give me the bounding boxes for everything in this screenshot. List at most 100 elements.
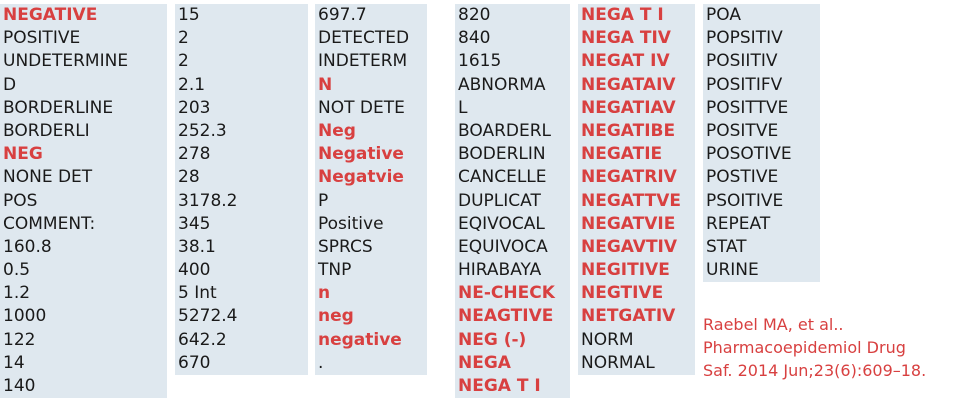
list-item: TNP xyxy=(318,260,352,281)
column-6: POA POPSITIV POSIITIV POSITIFV POSITTVE POSIT… xyxy=(703,4,820,283)
list-item: 28 xyxy=(178,167,200,188)
list-item: . xyxy=(318,352,324,373)
list-item: NEGA T I xyxy=(581,5,664,25)
list-item: DETECTED xyxy=(318,28,410,49)
list-item: 122 xyxy=(3,329,36,350)
list-item: NEGATAIV xyxy=(581,74,676,95)
list-item: neg xyxy=(318,306,354,327)
list-item: 670 xyxy=(178,352,211,373)
list-item: Positive xyxy=(318,213,384,234)
list-item: POSIITIV xyxy=(706,51,778,72)
list-item: POS xyxy=(3,190,38,211)
list-item: 400 xyxy=(178,260,211,281)
list-item: NEGA TIV xyxy=(581,28,671,49)
list-item: NEGATTVE xyxy=(581,190,681,211)
list-item: POPSITIV xyxy=(706,28,783,49)
list-item: n xyxy=(318,283,331,304)
list-item: 5 Int xyxy=(178,283,217,304)
list-item: NEGATIBE xyxy=(581,120,676,141)
list-item: Negatvie xyxy=(318,167,404,188)
list-item: NORM xyxy=(581,329,634,350)
list-item: HIRABAYA xyxy=(458,260,542,281)
list-item: EQUIVOCA xyxy=(458,236,548,257)
list-item: 820 xyxy=(458,5,491,25)
list-item: POSOTIVE xyxy=(706,144,792,165)
list-item: ABNORMA xyxy=(458,74,546,95)
list-item: POSITVE xyxy=(706,120,779,141)
list-item: POA xyxy=(706,5,741,25)
list-item: NEGATRIV xyxy=(581,167,677,188)
list-item: BODERLIN xyxy=(458,144,546,165)
list-item: 697.7 xyxy=(318,5,367,25)
list-item: POSITTVE xyxy=(706,97,789,118)
list-item: P xyxy=(318,190,329,211)
list-item: NEGA xyxy=(458,352,511,373)
list-item: POSITIFV xyxy=(706,74,783,95)
column-4: 820 840 1615 ABNORMA L BOARDERL BODERLIN CANCEL… xyxy=(455,4,570,399)
citation-line-3: Saf. 2014 Jun;23(6):609–18. xyxy=(703,361,927,380)
list-item: NOT DETE xyxy=(318,97,405,118)
list-item: BOARDERL xyxy=(458,120,552,141)
list-item: 3178.2 xyxy=(178,190,238,211)
list-item: D xyxy=(3,74,17,95)
column-5: NEGA T I NEGA TIV NEGAT IV NEGATAIV NEGATIAV… xyxy=(578,4,695,375)
list-item: CANCELLE xyxy=(458,167,547,188)
list-item: 840 xyxy=(458,28,491,49)
list-item: NEAGTIVE xyxy=(458,306,554,327)
list-item: 278 xyxy=(178,144,211,165)
list-item: NEGATIVE xyxy=(3,5,98,25)
list-item: 14 xyxy=(3,352,25,373)
list-item: BORDERLI xyxy=(3,120,90,141)
column-1: NEGATIVE POSITIVE UNDETERMINE D BORDERLINE BO… xyxy=(0,4,167,399)
list-item: NEGA T I xyxy=(458,376,541,396)
list-item: NEGAT IV xyxy=(581,51,670,72)
list-item: REPEAT xyxy=(706,213,771,234)
column-2: 15 2 2 2.1 203 252.3 278 28 3178.2 345 38.1 400 5 In… xyxy=(175,4,308,375)
list-item: 5272.4 xyxy=(178,306,238,327)
list-item: NEGITIVE xyxy=(581,260,670,281)
list-item: POSITIVE xyxy=(3,28,81,49)
list-item: 1.2 xyxy=(3,283,31,304)
list-item: 1615 xyxy=(458,51,502,72)
list-item: DUPLICAT xyxy=(458,190,541,211)
list-item: PSOITIVE xyxy=(706,190,784,211)
list-item: 345 xyxy=(178,213,211,234)
list-item: NEGATVIE xyxy=(581,213,676,234)
list-item: POSTIVE xyxy=(706,167,779,188)
list-item: NEGATIAV xyxy=(581,97,676,118)
list-item: Negative xyxy=(318,144,404,165)
list-item: NONE DET xyxy=(3,167,93,188)
list-item: 38.1 xyxy=(178,236,216,257)
list-item: UNDETERMINE xyxy=(3,51,129,72)
citation-line-2: Pharmacoepidemiol Drug xyxy=(703,338,906,357)
list-item: 140 xyxy=(3,376,36,396)
list-item: L xyxy=(458,97,468,118)
list-item: 0.5 xyxy=(3,260,31,281)
list-item: 642.2 xyxy=(178,329,227,350)
list-item: 2 xyxy=(178,28,189,49)
list-item: 2.1 xyxy=(178,74,206,95)
list-item: Neg xyxy=(318,120,356,141)
list-item: negative xyxy=(318,329,402,350)
list-item: 2 xyxy=(178,51,189,72)
list-item: N xyxy=(318,74,333,95)
list-item: 1000 xyxy=(3,306,47,327)
citation: Raebel MA, et al.. Pharmacoepidemiol Dru… xyxy=(703,313,965,382)
column-3: 697.7 DETECTED INDETERM N NOT DETE Neg Negativ… xyxy=(315,4,427,375)
citation-line-1: Raebel MA, et al.. xyxy=(703,315,844,334)
list-item: NEGATIE xyxy=(581,144,663,165)
list-item: BORDERLINE xyxy=(3,97,114,118)
list-item: 15 xyxy=(178,5,200,25)
list-item: EQIVOCAL xyxy=(458,213,545,234)
list-item: NORMAL xyxy=(581,352,655,373)
list-item: 160.8 xyxy=(3,236,52,257)
list-item: 203 xyxy=(178,97,211,118)
list-item: SPRCS xyxy=(318,236,373,257)
list-item: NEGAVTIV xyxy=(581,236,678,257)
list-item: NETGATIV xyxy=(581,306,676,327)
list-item: COMMENT: xyxy=(3,213,96,234)
list-item: 252.3 xyxy=(178,120,227,141)
list-item: NEGTIVE xyxy=(581,283,664,304)
list-item: INDETERM xyxy=(318,51,408,72)
list-item: NE-CHECK xyxy=(458,283,555,304)
